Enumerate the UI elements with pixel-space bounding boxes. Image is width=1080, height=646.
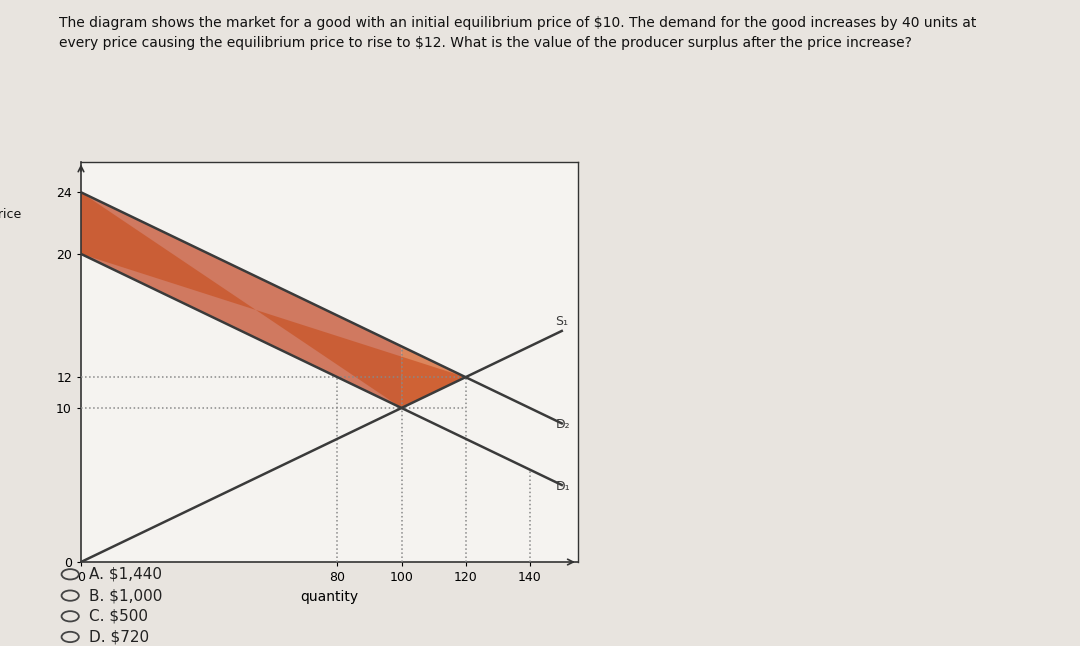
Text: D. $720: D. $720 bbox=[89, 629, 149, 645]
Polygon shape bbox=[81, 193, 402, 408]
Text: C. $500: C. $500 bbox=[89, 609, 148, 624]
Text: D₂: D₂ bbox=[555, 419, 570, 432]
Text: D₁: D₁ bbox=[555, 480, 570, 493]
Text: The diagram shows the market for a good with an initial equilibrium price of $10: The diagram shows the market for a good … bbox=[59, 16, 976, 30]
Text: B. $1,000: B. $1,000 bbox=[89, 588, 162, 603]
X-axis label: quantity: quantity bbox=[300, 590, 359, 603]
Text: every price causing the equilibrium price to rise to $12. What is the value of t: every price causing the equilibrium pric… bbox=[59, 36, 913, 50]
Polygon shape bbox=[402, 346, 465, 408]
Text: S₁: S₁ bbox=[555, 315, 568, 328]
Text: price: price bbox=[0, 208, 23, 221]
Polygon shape bbox=[81, 193, 465, 408]
Text: A. $1,440: A. $1,440 bbox=[89, 567, 162, 582]
